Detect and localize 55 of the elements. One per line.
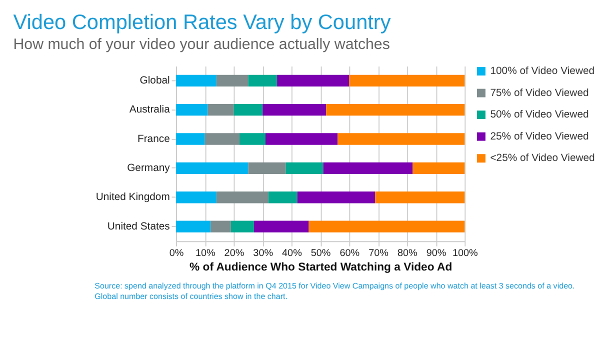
legend-label: 25% of Video Viewed [490,131,589,142]
x-tick-label: 30% [253,248,274,259]
legend-label: 75% of Video Viewed [490,88,589,99]
bar [338,133,465,145]
x-tick-label: 90% [426,248,446,259]
bar [286,162,324,174]
x-tick-label: 40% [282,248,302,259]
bar [204,133,240,145]
bar [176,133,205,145]
y-tick-label: Australia [129,104,170,116]
bar [349,74,465,86]
x-tick-label: 50% [310,248,331,259]
bar [216,192,268,204]
bar [308,220,465,232]
chart-title: Video Completion Rates Vary by Country [13,11,392,34]
x-tick-label: 20% [224,248,244,259]
chart-subtitle: How much of your video your audience actually watches [13,36,390,54]
bar [375,192,465,204]
bar [297,192,376,204]
bar [176,192,216,204]
bar [268,192,298,204]
bar [277,74,350,86]
legend-label: 100% of Video Viewed [490,66,595,78]
bar [176,162,248,174]
x-tick-label: 60% [340,248,360,259]
bar [240,133,266,145]
bar [176,220,211,232]
y-tick-label: United States [107,221,170,232]
x-tick-label: 10% [195,248,216,259]
bar [248,162,286,174]
x-tick-label: 70% [368,248,389,259]
bar [326,104,465,116]
bar [248,74,278,86]
bar [266,133,338,145]
legend-label: 50% of Video Viewed [490,110,589,121]
bar [176,104,208,116]
bar [210,220,231,232]
bar [216,74,248,86]
y-tick-label: United Kingdom [96,192,170,204]
y-tick-label: Germany [127,163,171,174]
x-tick-label: 0% [169,248,184,259]
bar [176,74,216,86]
bar [234,104,263,116]
bar [262,104,326,116]
bar [412,162,465,174]
bar [208,104,234,116]
bar [230,220,254,232]
y-tick-label: France [137,134,170,145]
bar [323,162,413,174]
x-axis-title: % of Audience Who Started Watching a Video Ad [190,261,452,274]
legend-label: <25% of Video Viewed [490,153,596,164]
y-tick-label: Global [140,75,170,86]
x-tick-label: 80% [397,248,418,259]
x-tick-label: 100% [452,248,478,259]
bar [254,220,309,232]
